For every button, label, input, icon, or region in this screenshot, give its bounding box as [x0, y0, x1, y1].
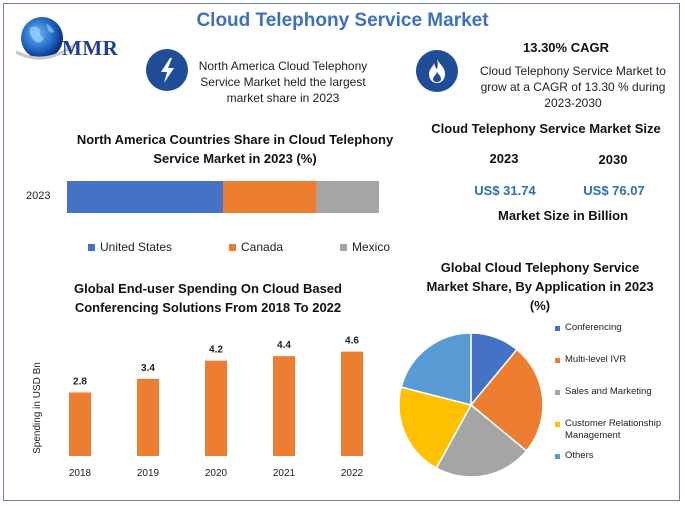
lightning-icon — [146, 49, 188, 91]
spending-title: Global End-user Spending On Cloud Based … — [74, 281, 342, 315]
legend-united-states: United States — [88, 240, 172, 254]
year-2030-label: 2030 — [598, 152, 628, 167]
x-tick-2022: 2022 — [341, 468, 364, 479]
data-label-2022: 4.6 — [345, 336, 359, 347]
data-label-2019: 3.4 — [141, 363, 155, 374]
stack-segment-mexico — [316, 181, 379, 213]
x-tick-2019: 2019 — [137, 468, 160, 479]
legend-label: Conferencing — [565, 322, 622, 333]
bar-2020 — [205, 360, 227, 456]
legend-label: Mexico — [352, 240, 391, 254]
legend-swatch — [555, 454, 560, 459]
data-label-2018: 2.8 — [73, 376, 87, 387]
pie-legend-conferencing: Conferencing — [555, 322, 680, 334]
pie-legend-sales: Sales and Marketing — [555, 386, 680, 398]
page-title: Cloud Telephony Service Market — [196, 10, 489, 31]
legend-label: Canada — [241, 240, 284, 254]
pie-legend-crm: Customer Relationship Management — [555, 418, 680, 442]
x-tick-2018: 2018 — [69, 468, 92, 479]
data-label-2021: 4.4 — [277, 340, 291, 351]
bar-2019 — [137, 378, 159, 456]
bar-2018 — [69, 392, 91, 456]
legend-swatch — [229, 243, 236, 251]
legend-swatch — [555, 358, 560, 363]
legend-label: Others — [565, 450, 594, 461]
pie-legend-ivr: Multi-level IVR — [555, 354, 680, 366]
spending-chart: Spending in USD Bn 2.8 2018 3.4 2019 4.2 2020 4… — [32, 336, 364, 479]
legend-swatch — [555, 326, 560, 331]
legend-label: Multi-level IVR — [565, 354, 627, 365]
data-label-2020: 4.2 — [209, 345, 223, 356]
stack-segment-canada — [223, 181, 317, 213]
legend-label: Customer Relationship Management — [565, 418, 662, 441]
pie-slice-customer-relationship-management — [398, 386, 473, 470]
north-america-note: North America Cloud Telephony Service Ma… — [198, 59, 368, 105]
legend-label: Sales and Marketing — [565, 386, 652, 397]
pie-slice-others — [400, 332, 472, 406]
market-size-title: Cloud Telephony Service Market Size — [431, 121, 661, 136]
bar-2022 — [341, 351, 363, 456]
country-share-chart — [67, 181, 379, 213]
legend-swatch — [555, 390, 560, 395]
pie-slice-sales-and-marketing — [435, 403, 528, 478]
country-share-category: 2023 — [26, 190, 51, 202]
bar-2021 — [273, 356, 295, 456]
country-share-title: North America Countries Share in Cloud T… — [76, 132, 394, 166]
application-pie-chart — [398, 332, 544, 478]
mmr-logo — [12, 14, 132, 70]
market-size-caption: Market Size in Billion — [497, 208, 629, 223]
x-tick-2020: 2020 — [205, 468, 228, 479]
legend-canada: Canada — [229, 240, 283, 254]
legend-swatch — [88, 243, 95, 251]
logo-text: MMR — [62, 36, 119, 60]
pie-legend-others: Others — [555, 450, 680, 462]
legend-swatch — [555, 422, 560, 427]
year-2023-label: 2023 — [489, 151, 519, 166]
x-tick-2021: 2021 — [273, 468, 296, 479]
value-2030: US$ 76.07 — [583, 183, 645, 198]
pie-slice-multi-level-ivr — [469, 348, 544, 452]
cagr-heading: 13.30% CAGR — [523, 40, 609, 55]
legend-swatch — [340, 243, 347, 251]
cagr-note: Cloud Telephony Service Market to grow a… — [480, 64, 666, 110]
legend-label: United States — [100, 240, 173, 254]
stack-segment-united-states — [67, 181, 223, 213]
application-share-title: Global Cloud Telephony Service Market Sh… — [426, 260, 654, 313]
value-2023: US$ 31.74 — [474, 183, 536, 198]
legend-mexico: Mexico — [340, 240, 390, 254]
globe-icon — [15, 17, 79, 60]
y-axis-label: Spending in USD Bn — [32, 362, 43, 454]
flame-icon — [416, 50, 458, 92]
pie-legend: Conferencing Multi-level IVR Sales and M… — [555, 322, 680, 462]
